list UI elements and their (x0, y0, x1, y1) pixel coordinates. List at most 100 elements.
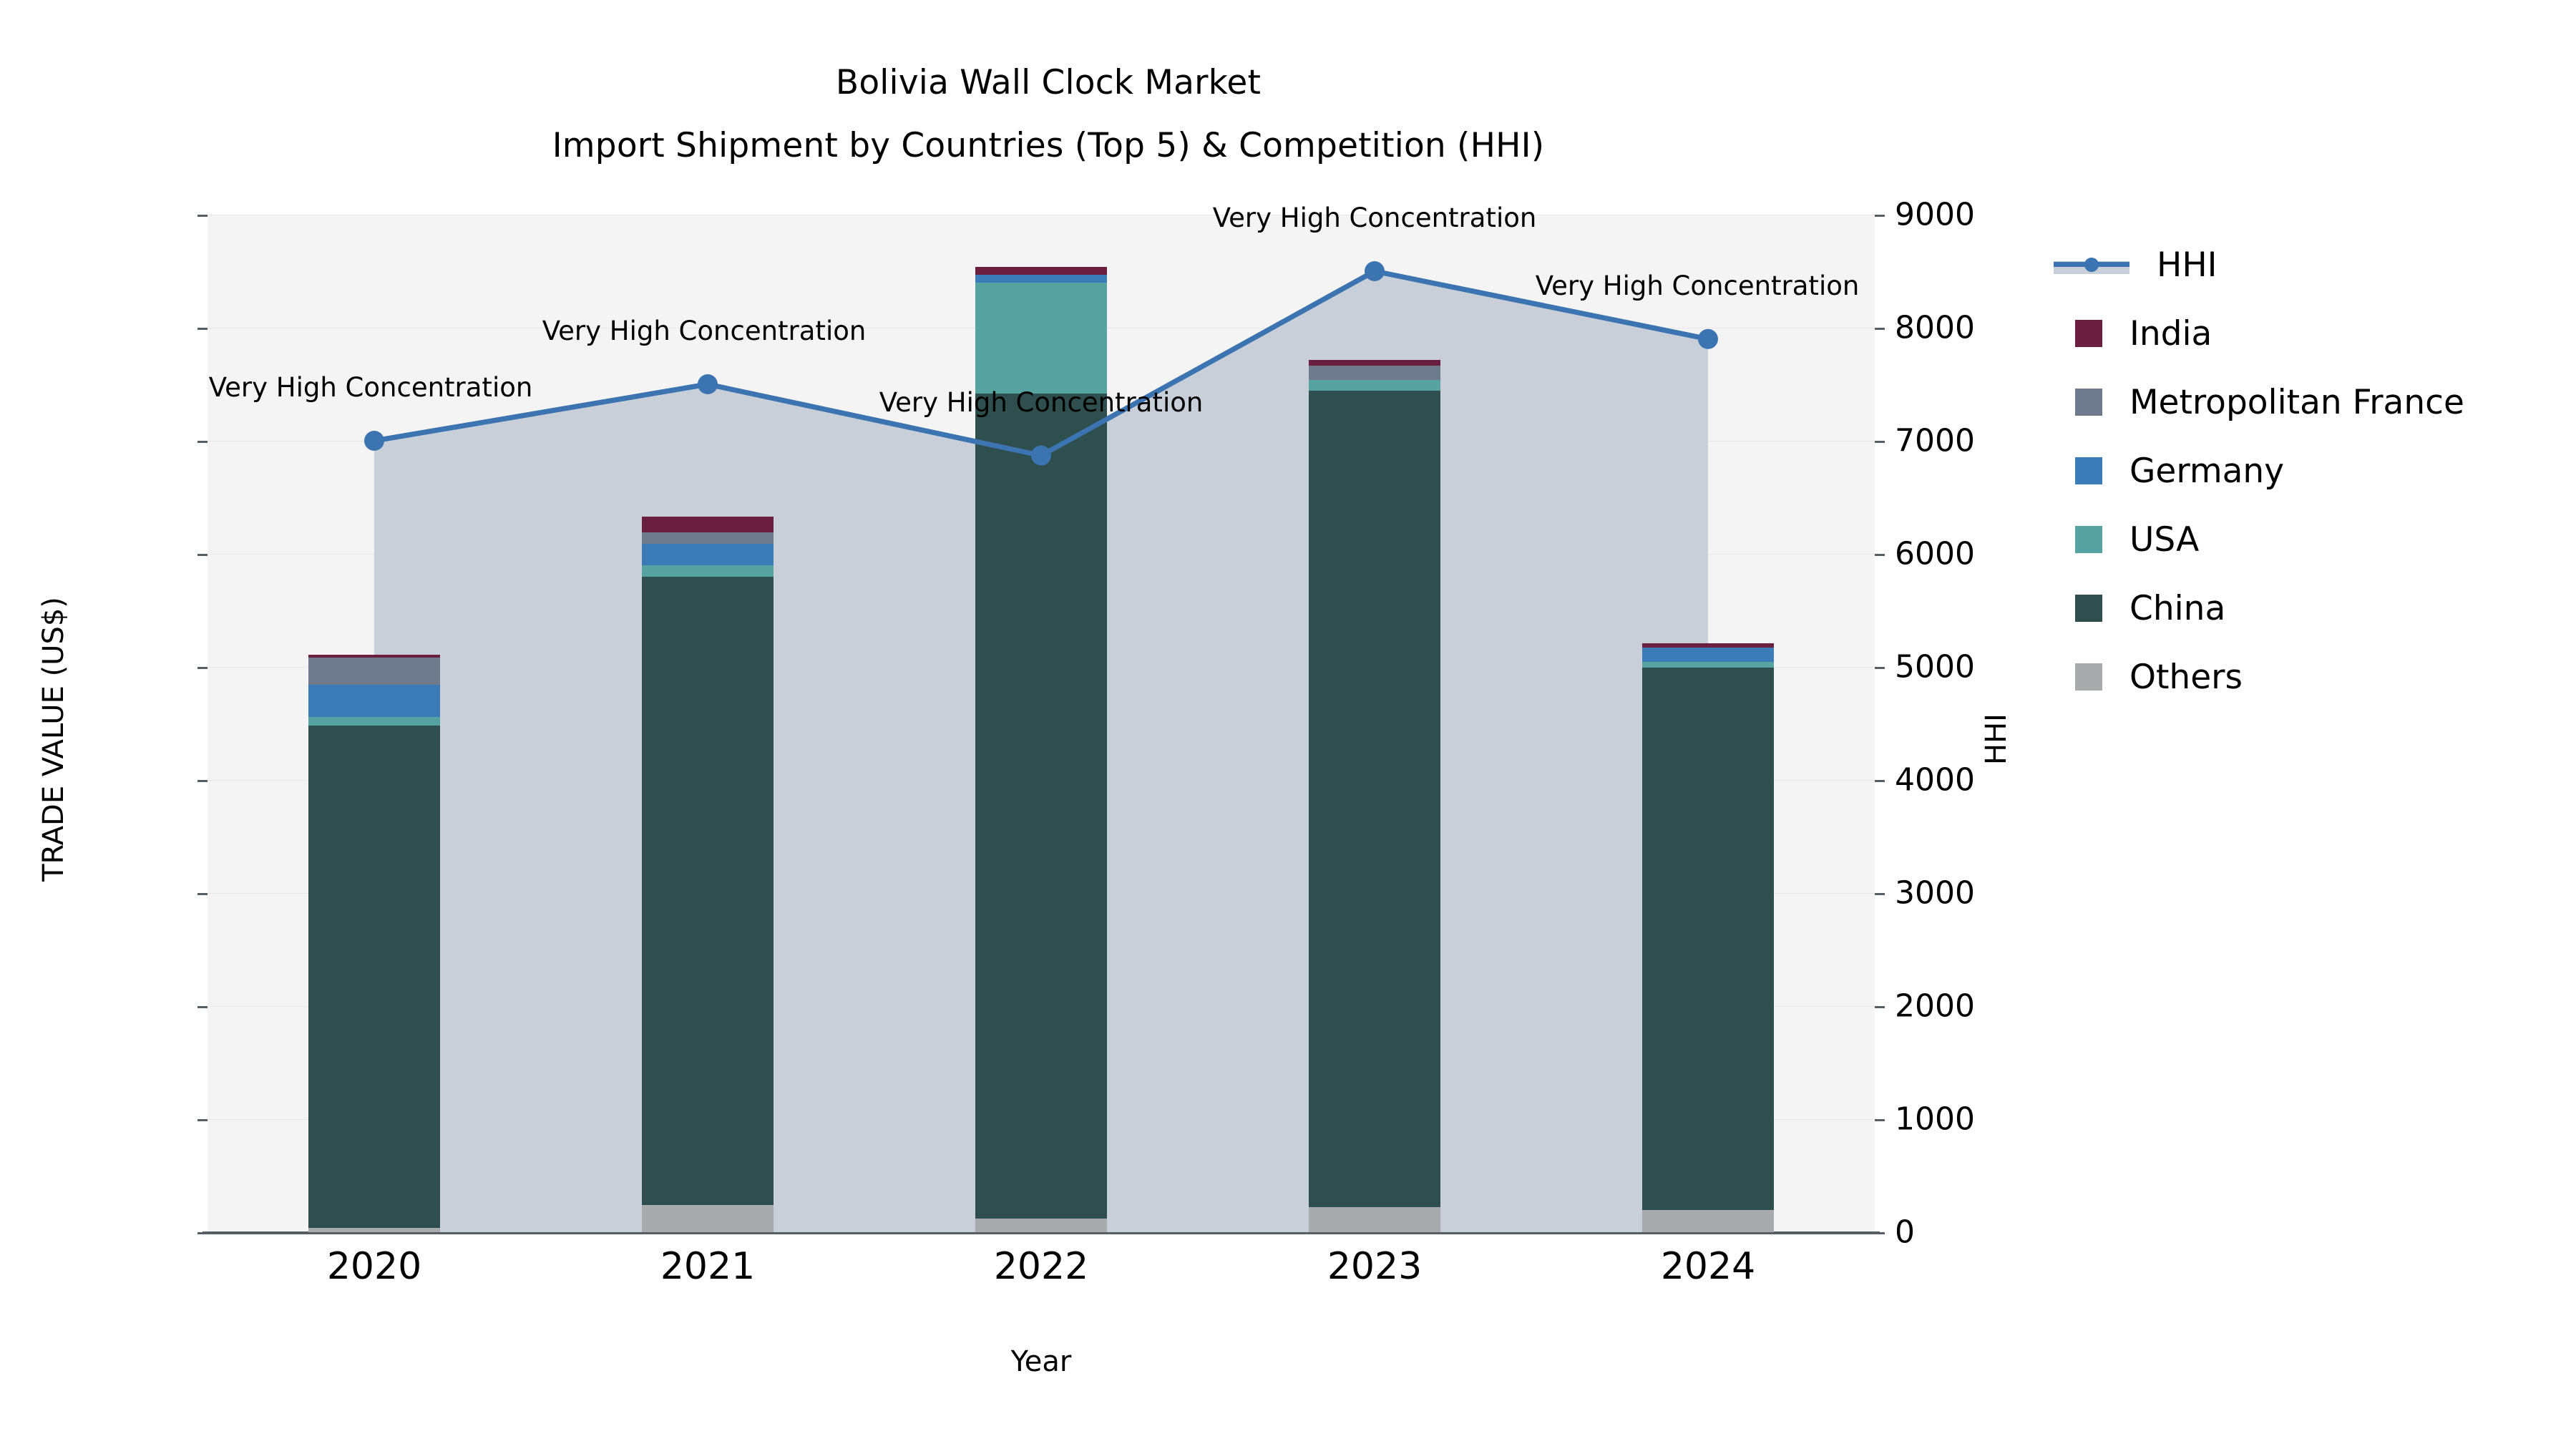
x-axis-line (203, 1231, 1880, 1234)
legend-item-germany[interactable]: Germany (2054, 436, 2555, 505)
legend-item-india[interactable]: India (2054, 299, 2555, 368)
legend-label: USA (2129, 519, 2200, 560)
legend-label: Others (2129, 657, 2243, 697)
y-axis-tick-right (1875, 1119, 1885, 1121)
chart-title-block: Bolivia Wall Clock Market Import Shipmen… (0, 52, 2097, 177)
bar-segment-india-2022[interactable] (975, 266, 1107, 275)
legend-label: China (2129, 588, 2226, 628)
bar-segment-metropolitan-france-2023[interactable] (1309, 366, 1440, 380)
bar-segment-germany-2020[interactable] (308, 685, 440, 717)
bar-segment-china-2023[interactable] (1309, 391, 1440, 1208)
y-axis-tick-left (197, 1232, 208, 1234)
x-axis-title: Year (1010, 1345, 1072, 1378)
bar-group-2020[interactable] (308, 215, 440, 1232)
y-axis-tick-label-right: 8000 (1895, 309, 1975, 346)
y-axis-tick-right (1875, 1006, 1885, 1008)
x-axis-tick-label-2024: 2024 (1660, 1245, 1756, 1288)
chart-title: Bolivia Wall Clock Market (835, 63, 1262, 102)
bar-segment-others-2022[interactable] (975, 1219, 1107, 1232)
legend-item-others[interactable]: Others (2054, 643, 2555, 711)
annotation-2024: Very High Concentration (1535, 270, 1860, 301)
bar-segment-others-2020[interactable] (308, 1227, 440, 1232)
bar-group-2024[interactable] (1642, 215, 1774, 1232)
legend-label: India (2129, 313, 2212, 353)
y-axis-tick-left (197, 441, 208, 443)
bar-segment-india-2020[interactable] (308, 655, 440, 658)
y-axis-tick-left (197, 1006, 208, 1008)
y-axis-tick-left (197, 328, 208, 330)
bar-segment-germany-2021[interactable] (642, 543, 774, 565)
bar-group-2022[interactable] (975, 215, 1107, 1232)
bar-segment-india-2021[interactable] (642, 516, 774, 532)
y-axis-tick-right (1875, 441, 1885, 443)
y-axis-tick-label-right: 5000 (1895, 648, 1975, 686)
y-axis-tick-left (197, 893, 208, 895)
x-axis-tick-label-2022: 2022 (993, 1245, 1089, 1288)
bar-segment-germany-2024[interactable] (1642, 647, 1774, 662)
y-axis-tick-right (1875, 554, 1885, 556)
chart-legend: HHI India Metropolitan France Germany USA Chi… (2054, 230, 2555, 711)
y-axis-tick-label-right: 2000 (1895, 987, 1975, 1025)
y-axis-tick-label-right: 3000 (1895, 874, 1975, 912)
bar-group-2021[interactable] (642, 215, 774, 1232)
x-axis-tick-label-2020: 2020 (326, 1245, 422, 1288)
y-axis-tick-left (197, 667, 208, 669)
y-axis-tick-right (1875, 780, 1885, 782)
legend-label: Metropolitan France (2129, 382, 2464, 422)
y-axis-tick-left (197, 780, 208, 782)
bar-segment-metropolitan-france-2020[interactable] (308, 658, 440, 686)
bar-segment-india-2024[interactable] (1642, 643, 1774, 648)
legend-item-metropolitan-france[interactable]: Metropolitan France (2054, 368, 2555, 436)
bar-segment-usa-2023[interactable] (1309, 379, 1440, 391)
legend-swatch-icon (2075, 526, 2102, 553)
y-axis-tick-left (197, 215, 208, 217)
y-axis-tick-label-right: 4000 (1895, 761, 1975, 799)
bar-segment-china-2020[interactable] (308, 726, 440, 1228)
y-axis-tick-right (1875, 1232, 1885, 1234)
y-axis-tick-right (1875, 328, 1885, 330)
y-axis-tick-right (1875, 893, 1885, 895)
annotation-2022: Very High Concentration (879, 386, 1204, 418)
y-axis-tick-label-right: 1000 (1895, 1101, 1975, 1138)
bar-segment-metropolitan-france-2021[interactable] (642, 532, 774, 544)
legend-swatch-icon (2075, 457, 2102, 484)
annotation-2021: Very High Concentration (542, 316, 867, 346)
chart-subtitle: Import Shipment by Countries (Top 5) & C… (552, 126, 1545, 165)
bar-segment-others-2021[interactable] (642, 1205, 774, 1232)
x-axis-tick-label-2021: 2021 (660, 1245, 756, 1288)
bar-group-2023[interactable] (1309, 215, 1440, 1232)
y-axis-tick-left (197, 554, 208, 556)
bar-segment-usa-2022[interactable] (975, 282, 1107, 394)
legend-swatch-icon (2075, 663, 2102, 691)
bar-segment-china-2021[interactable] (642, 576, 774, 1206)
legend-swatch-icon (2075, 389, 2102, 416)
bar-segment-others-2024[interactable] (1642, 1210, 1774, 1232)
y-axis-tick-right (1875, 215, 1885, 217)
y-axis-tick-label-right: 0 (1895, 1214, 1915, 1251)
legend-swatch-icon (2075, 595, 2102, 622)
y-axis-title-right: HHI (1980, 713, 2013, 765)
bar-segment-germany-2022[interactable] (975, 274, 1107, 283)
y-axis-title-left: TRADE VALUE (US$) (37, 597, 70, 882)
legend-line-marker-icon (2054, 251, 2129, 278)
x-axis-tick-label-2023: 2023 (1327, 1245, 1423, 1288)
bar-segment-usa-2024[interactable] (1642, 661, 1774, 668)
bar-segment-india-2023[interactable] (1309, 360, 1440, 366)
bar-segment-china-2024[interactable] (1642, 667, 1774, 1211)
y-axis-tick-label-right: 7000 (1895, 422, 1975, 459)
legend-swatch-icon (2075, 320, 2102, 347)
bar-segment-others-2023[interactable] (1309, 1207, 1440, 1232)
annotation-2020: Very High Concentration (208, 372, 533, 403)
legend-label: HHI (2157, 245, 2218, 285)
y-axis-tick-left (197, 1119, 208, 1121)
legend-item-usa[interactable]: USA (2054, 505, 2555, 574)
legend-item-hhi[interactable]: HHI (2054, 230, 2555, 299)
y-axis-tick-right (1875, 667, 1885, 669)
legend-label: Germany (2129, 451, 2285, 491)
y-axis-tick-label-right: 6000 (1895, 535, 1975, 572)
bar-segment-china-2022[interactable] (975, 393, 1107, 1219)
bar-segment-usa-2020[interactable] (308, 716, 440, 726)
legend-item-china[interactable]: China (2054, 574, 2555, 643)
y-axis-tick-label-right: 9000 (1895, 196, 1975, 233)
bar-segment-usa-2021[interactable] (642, 565, 774, 577)
